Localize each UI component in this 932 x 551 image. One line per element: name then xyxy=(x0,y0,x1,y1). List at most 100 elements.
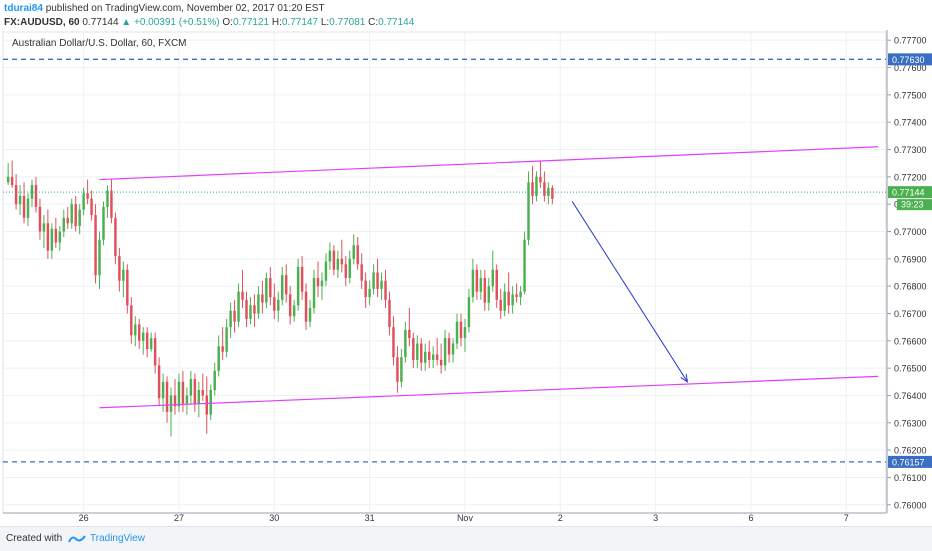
candle-body xyxy=(479,277,483,292)
candle-body xyxy=(177,381,181,407)
candle-body xyxy=(332,250,336,270)
candle-body xyxy=(149,338,153,350)
candle-body xyxy=(308,308,312,322)
candle-body xyxy=(404,329,407,358)
candle-body xyxy=(70,204,73,224)
y-tick-label: 0.77600 xyxy=(894,63,927,73)
x-tick-label: 3 xyxy=(653,513,658,523)
candle-body xyxy=(471,269,475,298)
candle-body xyxy=(102,206,105,240)
candle-body xyxy=(82,193,85,210)
candle-body xyxy=(118,256,121,281)
candle-body xyxy=(253,305,256,314)
candle-body xyxy=(531,182,534,196)
candle-body xyxy=(475,269,479,292)
candle-body xyxy=(396,357,399,382)
x-tick-label: 27 xyxy=(174,513,184,523)
candle-body xyxy=(336,258,340,270)
candle-body xyxy=(368,288,371,298)
candle-body xyxy=(551,187,554,199)
y-tick-label: 0.76000 xyxy=(894,500,927,510)
candle-body xyxy=(296,267,300,306)
candle-body xyxy=(412,338,415,360)
price-axis[interactable]: 0.77700 0.77600 0.77500 0.77400 0.77300 0.772… xyxy=(886,30,932,513)
candle-body xyxy=(304,291,308,322)
horizontal-levels xyxy=(3,58,886,463)
x-tick-label: 6 xyxy=(748,513,753,523)
countdown-label: 39:23 xyxy=(901,200,924,210)
candle-body xyxy=(130,305,133,336)
tradingview-logo-icon xyxy=(68,535,86,543)
chart-title: Australian Dollar/U.S. Dollar, 60, FXCM xyxy=(12,38,187,49)
candle-body xyxy=(324,261,328,281)
y-tick-label: 0.76800 xyxy=(894,282,927,292)
candle-body xyxy=(34,185,38,207)
last-price-label-box xyxy=(888,186,932,199)
candle-body xyxy=(209,390,212,415)
publish-line: tdurai84 published on TradingView.com, N… xyxy=(4,2,325,15)
x-tick-label: 31 xyxy=(365,513,375,523)
candle-body xyxy=(511,294,514,306)
candle-body xyxy=(173,395,177,407)
candle-body xyxy=(98,239,101,276)
candle-body xyxy=(261,294,264,303)
x-tick-label: 2 xyxy=(558,513,563,523)
candle-body xyxy=(269,277,272,298)
candle-body xyxy=(30,185,34,199)
tradingview-brand-link[interactable]: TradingView xyxy=(90,533,146,544)
created-with-text: Created with xyxy=(6,533,63,544)
candle-body xyxy=(443,338,447,366)
candle-body xyxy=(157,365,161,399)
candle-body xyxy=(241,291,244,300)
symbol-label: FX:AUDUSD, 60 xyxy=(4,17,80,28)
candle-body xyxy=(229,310,232,328)
candle-body xyxy=(352,245,355,259)
projection-arrow-line xyxy=(571,201,688,383)
candle-body xyxy=(201,390,205,396)
candle-body xyxy=(225,327,228,352)
x-tick-label: 26 xyxy=(79,513,89,523)
candle-body xyxy=(277,299,280,311)
candle-body xyxy=(519,291,522,298)
y-tick-label: 0.76900 xyxy=(894,254,927,264)
candle-body xyxy=(348,258,351,278)
candle-body xyxy=(451,343,455,355)
candle-body xyxy=(18,195,22,205)
candle-body xyxy=(427,351,431,360)
candle-body xyxy=(499,299,502,311)
candle-body xyxy=(233,310,236,322)
candle-body xyxy=(364,280,367,298)
candle-body xyxy=(189,379,193,396)
candle-body xyxy=(10,176,14,186)
candle-body xyxy=(106,190,109,207)
candle-body xyxy=(74,204,77,227)
candle-body xyxy=(6,176,10,183)
y-tick-label: 0.76100 xyxy=(894,473,927,483)
candle-body xyxy=(439,359,443,366)
y-tick-label: 0.76700 xyxy=(894,309,927,319)
candle-body xyxy=(185,395,189,404)
candle-body xyxy=(86,193,89,199)
candle-body xyxy=(265,277,268,303)
candle-body xyxy=(292,305,296,317)
candle-body xyxy=(110,190,113,218)
candle-body xyxy=(193,379,197,404)
candle-body xyxy=(141,332,145,341)
countdown-label-box xyxy=(897,199,932,211)
candle-body xyxy=(483,277,487,303)
x-tick-label: 30 xyxy=(269,513,279,523)
chart-header: tdurai84 published on TradingView.com, N… xyxy=(0,0,932,30)
trend-drawings xyxy=(99,146,879,409)
candle-body xyxy=(408,329,411,339)
open-value: 0.77121 xyxy=(232,17,270,28)
plot-area xyxy=(2,31,887,514)
candle-body xyxy=(126,269,129,306)
candlesticks xyxy=(6,160,554,437)
candle-body xyxy=(463,327,467,339)
candle-body xyxy=(284,275,288,295)
time-axis[interactable]: 26 27 30 31 Nov 2 3 6 7 xyxy=(3,512,886,523)
channel-line xyxy=(99,146,879,181)
author-name[interactable]: tdurai84 xyxy=(4,3,43,14)
arrowhead-icon xyxy=(680,373,689,383)
